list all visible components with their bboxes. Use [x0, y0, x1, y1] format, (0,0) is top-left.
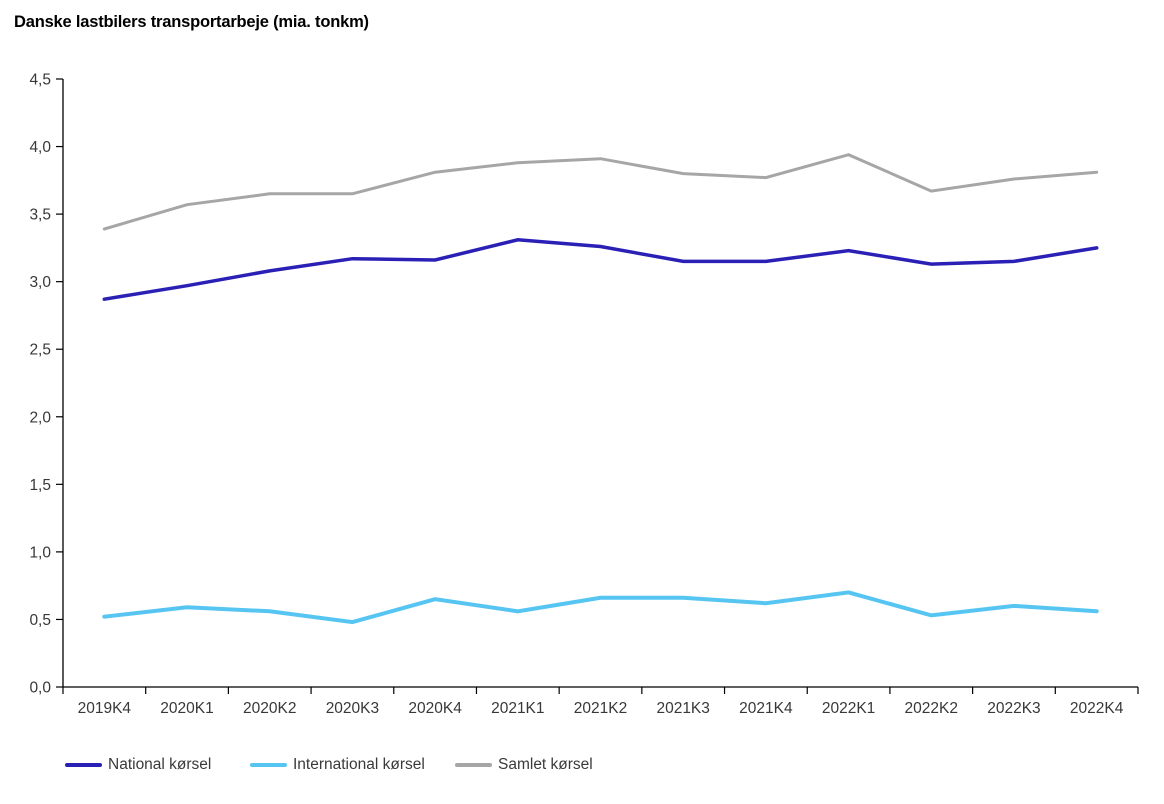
national-line-swatch-icon [65, 763, 102, 767]
svg-text:2019K4: 2019K4 [78, 700, 132, 717]
svg-text:2,5: 2,5 [29, 342, 51, 359]
legend-item-international: International kørsel [250, 756, 425, 774]
samlet-line-swatch-icon [455, 763, 492, 767]
svg-text:2021K2: 2021K2 [574, 700, 627, 717]
svg-text:2022K2: 2022K2 [905, 700, 958, 717]
chart-title: Danske lastbilers transportarbeje (mia. … [14, 13, 369, 31]
legend-label-samlet: Samlet kørsel [498, 756, 593, 773]
svg-text:2020K3: 2020K3 [326, 700, 379, 717]
svg-text:2021K3: 2021K3 [656, 700, 709, 717]
svg-text:2021K4: 2021K4 [739, 700, 793, 717]
svg-text:2020K1: 2020K1 [160, 700, 213, 717]
legend-label-international: International kørsel [293, 756, 425, 773]
svg-text:0,5: 0,5 [29, 612, 51, 629]
svg-text:4,0: 4,0 [29, 139, 51, 156]
svg-text:2022K3: 2022K3 [987, 700, 1040, 717]
svg-text:1,0: 1,0 [29, 544, 51, 561]
svg-text:2022K4: 2022K4 [1070, 700, 1124, 717]
legend-item-national: National kørsel [65, 756, 211, 774]
svg-text:2020K2: 2020K2 [243, 700, 296, 717]
svg-text:4,5: 4,5 [29, 72, 51, 89]
legend-label-national: National kørsel [108, 756, 212, 773]
legend-item-samlet: Samlet kørsel [455, 756, 593, 774]
svg-text:3,0: 3,0 [29, 274, 51, 291]
svg-text:0,0: 0,0 [29, 680, 51, 697]
svg-text:2020K4: 2020K4 [408, 700, 462, 717]
svg-text:1,5: 1,5 [29, 477, 51, 494]
svg-text:2021K1: 2021K1 [491, 700, 544, 717]
svg-text:3,5: 3,5 [29, 207, 51, 224]
international-line-swatch-icon [250, 763, 287, 767]
svg-text:2022K1: 2022K1 [822, 700, 875, 717]
svg-text:2,0: 2,0 [29, 409, 51, 426]
